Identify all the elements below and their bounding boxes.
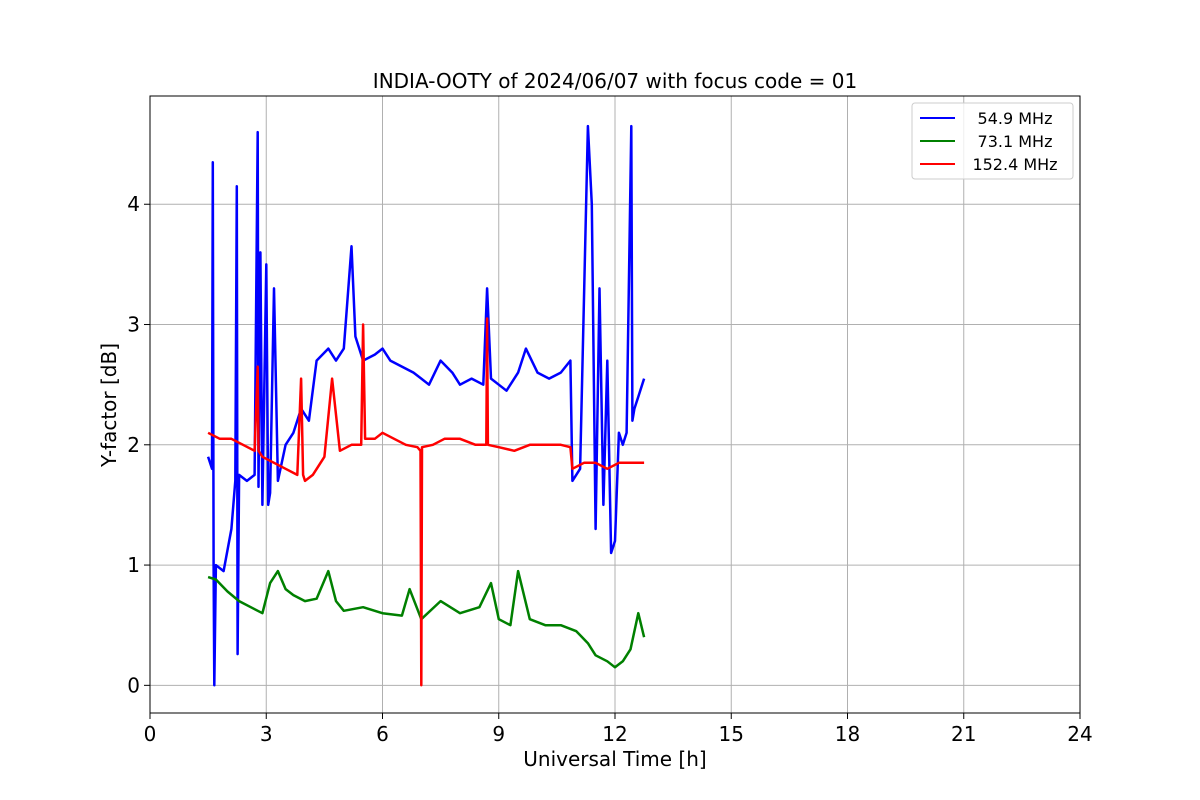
legend-entry-label: 73.1 MHz — [978, 132, 1053, 151]
series-line-54.9-mhz — [206, 124, 646, 687]
x-tick-label: 3 — [260, 722, 273, 746]
x-tick-label: 9 — [492, 722, 505, 746]
y-tick-label: 3 — [127, 313, 140, 337]
x-tick-label: 6 — [376, 722, 389, 746]
x-tick-label: 21 — [951, 722, 976, 746]
y-tick-label: 2 — [127, 433, 140, 457]
x-tick-label: 0 — [144, 722, 157, 746]
legend-entry-label: 54.9 MHz — [978, 109, 1053, 128]
chart-title: INDIA-OOTY of 2024/06/07 with focus code… — [373, 69, 857, 93]
y-tick-label: 1 — [127, 553, 140, 577]
x-tick-label: 15 — [719, 722, 744, 746]
x-tick-label: 24 — [1067, 722, 1092, 746]
y-axis: 0 1 2 3 4 — [127, 192, 150, 697]
y-axis-label: Y-factor [dB] — [97, 343, 121, 468]
legend-entry-label: 152.4 MHz — [972, 155, 1057, 174]
x-axis-label: Universal Time [h] — [523, 747, 706, 771]
series-layer — [206, 124, 646, 687]
x-axis: 0 3 6 9 12 15 18 21 24 — [144, 713, 1093, 746]
legend-box — [911, 102, 1074, 180]
y-tick-label: 0 — [127, 673, 140, 697]
series-line-152.4-mhz — [207, 317, 645, 687]
legend: 54.9 MHz 73.1 MHz 152.4 MHz — [911, 102, 1074, 180]
y-tick-label: 4 — [127, 192, 140, 216]
x-tick-label: 12 — [602, 722, 627, 746]
x-tick-label: 18 — [835, 722, 860, 746]
